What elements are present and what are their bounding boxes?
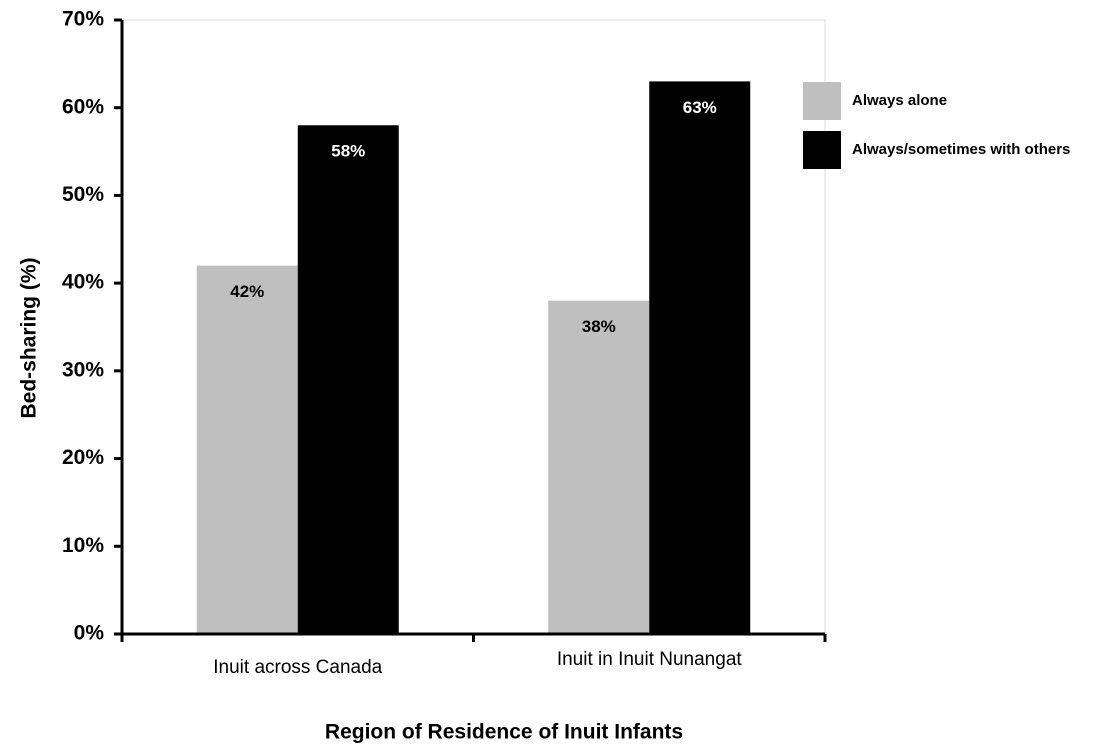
y-tick-label: 50%: [62, 183, 104, 206]
legend-label: Always alone: [852, 92, 947, 109]
y-tick-label: 70%: [62, 8, 104, 31]
x-tick-label: Inuit in Inuit Nunangat: [557, 649, 743, 670]
bar: [548, 300, 650, 634]
legend-label: Always/sometimes with others: [852, 141, 1070, 158]
value-label: 42%: [230, 282, 264, 301]
y-tick-label: 0%: [74, 622, 105, 645]
value-label: 58%: [331, 142, 365, 161]
legend-swatch: [803, 82, 841, 120]
y-tick-label: 10%: [62, 534, 104, 557]
bar: [649, 81, 751, 634]
y-tick-label: 40%: [62, 271, 104, 294]
value-label: 38%: [582, 317, 616, 336]
bar: [297, 125, 399, 634]
value-label: 63%: [683, 98, 717, 117]
y-tick-label: 30%: [62, 358, 104, 381]
bar: [196, 265, 298, 634]
y-axis-label: Bed-sharing (%): [18, 257, 41, 418]
y-tick-label: 60%: [62, 95, 104, 118]
y-tick-label: 20%: [62, 446, 104, 469]
x-tick-label: Inuit across Canada: [213, 657, 382, 678]
legend-swatch: [803, 131, 841, 169]
x-axis-label: Region of Residence of Inuit Infants: [325, 721, 683, 744]
